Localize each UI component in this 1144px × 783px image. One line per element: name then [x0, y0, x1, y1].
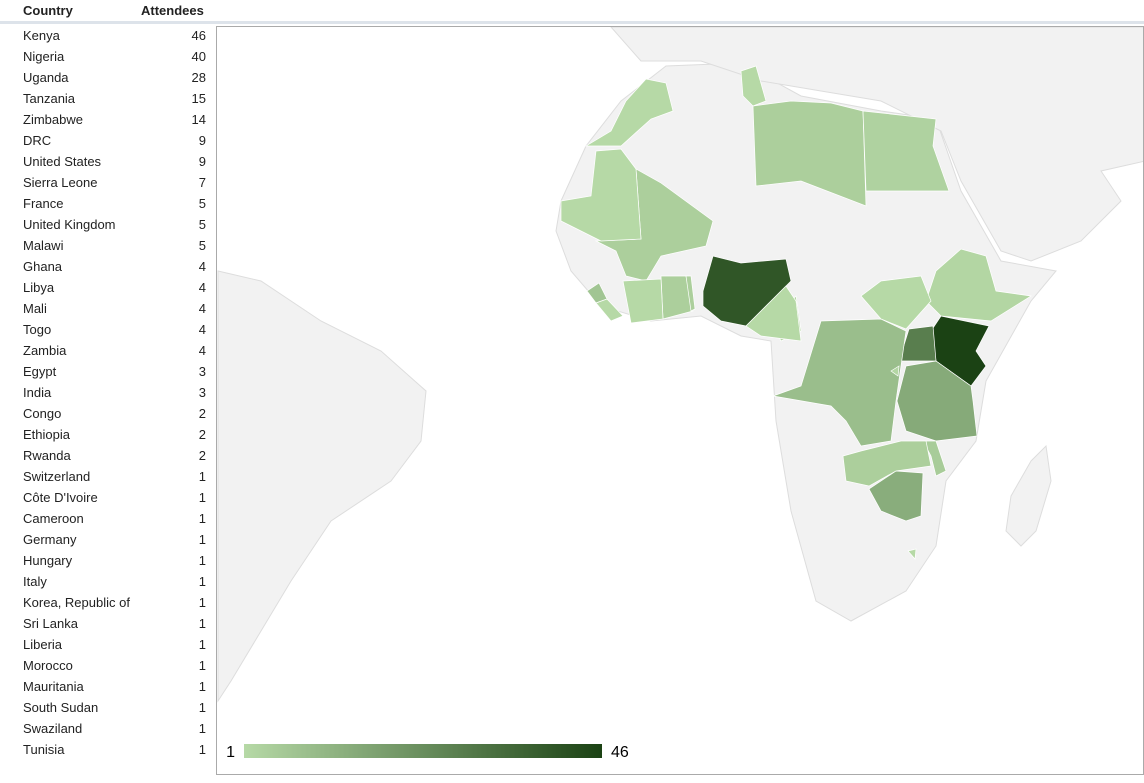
country-name: Mali	[23, 301, 47, 316]
country-name: DRC	[23, 133, 52, 148]
land	[217, 27, 1143, 703]
country-region[interactable]	[896, 360, 978, 442]
attendee-count: 1	[198, 490, 206, 505]
country-name: Tanzania	[23, 91, 76, 106]
attendee-count: 1	[198, 574, 206, 589]
attendee-count: 7	[198, 175, 206, 190]
country-region[interactable]	[745, 285, 802, 342]
country-name: Mauritania	[23, 679, 84, 694]
attendee-count: 14	[191, 112, 206, 127]
country-name: Kenya	[23, 28, 60, 43]
country-region[interactable]	[771, 318, 907, 447]
country-region[interactable]	[560, 148, 642, 242]
attendee-count: 1	[198, 553, 206, 568]
country-name: France	[23, 196, 64, 211]
attendee-count: 5	[198, 217, 206, 232]
attendee-count: 2	[198, 448, 206, 463]
country-name: Egypt	[23, 364, 57, 379]
country-name: Tunisia	[23, 742, 65, 757]
attendee-count: 3	[198, 364, 206, 379]
attendee-count: 1	[198, 658, 206, 673]
country-name: Sierra Leone	[23, 175, 98, 190]
country-name: United Kingdom	[23, 217, 116, 232]
legend-max: 46	[611, 744, 629, 761]
attendee-count: 2	[198, 427, 206, 442]
attendee-count: 4	[198, 343, 206, 358]
country-name: Sri Lanka	[23, 616, 78, 631]
country-region[interactable]	[584, 78, 674, 147]
country-name: South Sudan	[23, 700, 99, 715]
legend-min: 1	[226, 744, 235, 761]
country-name: Zimbabwe	[23, 112, 83, 127]
country-region[interactable]	[685, 275, 696, 312]
attendee-count: 46	[191, 28, 206, 43]
country-name: Switzerland	[23, 469, 91, 484]
attendee-count: 1	[198, 616, 206, 631]
attendee-count: 3	[198, 385, 206, 400]
country-region[interactable]	[922, 440, 947, 477]
attendee-count: 4	[198, 322, 206, 337]
country-name: Morocco	[23, 658, 73, 673]
attendee-count: 28	[191, 70, 206, 85]
attendee-count: 4	[198, 301, 206, 316]
country-name: Cameroon	[23, 511, 84, 526]
attendee-count: 1	[198, 637, 206, 652]
attendee-count: 1	[198, 595, 206, 610]
country-name: Liberia	[23, 637, 63, 652]
country-name: Uganda	[23, 70, 69, 85]
country-name: Ethiopia	[23, 427, 70, 442]
country-region[interactable]	[740, 65, 767, 107]
country-region[interactable]	[898, 325, 937, 362]
country-name: Swaziland	[23, 721, 83, 736]
country-region[interactable]	[890, 365, 900, 377]
column-header[interactable]: Attendees	[141, 3, 204, 18]
country-region[interactable]	[925, 248, 1032, 322]
country-region[interactable]	[907, 548, 917, 560]
country-region[interactable]	[842, 440, 932, 487]
attendee-count: 9	[198, 154, 206, 169]
country-name: Rwanda	[23, 448, 71, 463]
country-region[interactable]	[622, 278, 664, 324]
attendee-count: 1	[198, 469, 206, 484]
attendee-count: 9	[198, 133, 206, 148]
country-name: Congo	[23, 406, 62, 421]
attendee-count: 1	[198, 700, 206, 715]
country-name: Libya	[23, 280, 55, 295]
header-divider	[0, 21, 1144, 24]
attendee-count: 2	[198, 406, 206, 421]
country-regions	[560, 65, 1032, 560]
country-name: Italy	[23, 574, 47, 589]
attendee-count: 5	[198, 238, 206, 253]
attendee-count: 1	[198, 721, 206, 736]
country-region[interactable]	[595, 298, 624, 322]
country-name: Côte D'Ivoire	[23, 490, 98, 505]
country-region[interactable]	[862, 110, 950, 192]
country-region[interactable]	[860, 275, 932, 330]
attendee-count: 1	[198, 679, 206, 694]
attendee-count: 40	[191, 49, 206, 64]
country-name: Zambia	[23, 343, 67, 358]
country-name: India	[23, 385, 52, 400]
attendee-count: 15	[191, 91, 206, 106]
attendee-count: 5	[198, 196, 206, 211]
column-header[interactable]: Country	[23, 3, 73, 18]
country-name: Korea, Republic of	[23, 595, 130, 610]
country-name: Germany	[23, 532, 77, 547]
attendee-count: 1	[198, 511, 206, 526]
country-name: Nigeria	[23, 49, 65, 64]
country-name: Hungary	[23, 553, 73, 568]
geo-map: 1 46	[216, 26, 1144, 775]
country-name: United States	[23, 154, 102, 169]
attendee-count: 4	[198, 259, 206, 274]
country-name: Malawi	[23, 238, 64, 253]
country-name: Togo	[23, 322, 52, 337]
attendee-count: 4	[198, 280, 206, 295]
attendee-count: 1	[198, 742, 206, 757]
legend-gradient	[244, 744, 602, 758]
country-name: Ghana	[23, 259, 63, 274]
attendee-count: 1	[198, 532, 206, 547]
